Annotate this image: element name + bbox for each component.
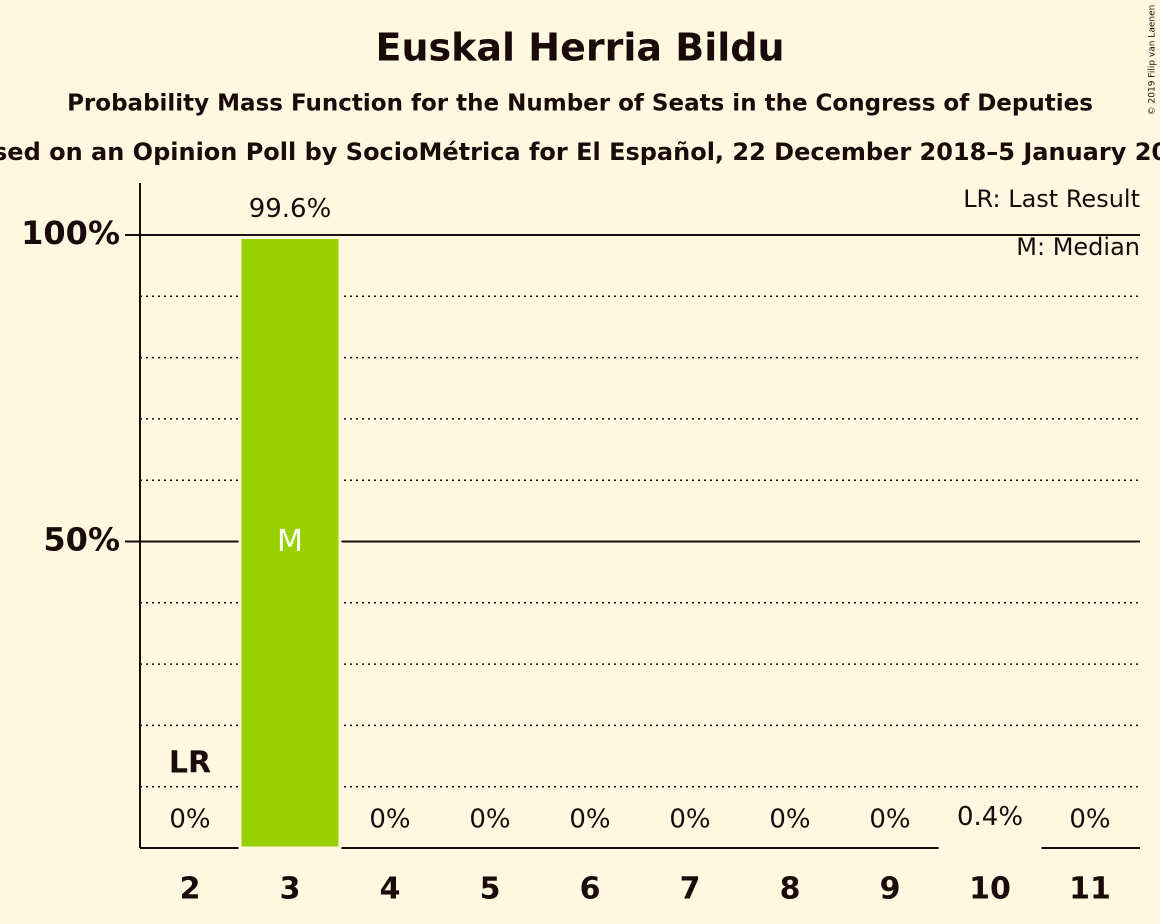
x-tick-label: 4 bbox=[380, 872, 401, 907]
value-label: 99.6% bbox=[249, 194, 332, 224]
value-label: 0% bbox=[469, 805, 510, 835]
value-label: 0% bbox=[769, 805, 810, 835]
value-label: 0% bbox=[169, 805, 210, 835]
x-tick-label: 6 bbox=[580, 872, 601, 907]
bar bbox=[938, 844, 1042, 850]
x-tick-label: 2 bbox=[180, 872, 201, 907]
chart-subtitle: Based on an Opinion Poll by SocioMétrica… bbox=[0, 138, 1160, 166]
copyright: © 2019 Filip van Laenen bbox=[1148, 5, 1158, 116]
x-tick-label: 5 bbox=[480, 872, 501, 907]
legend-entry: M: Median bbox=[1016, 233, 1140, 261]
value-label: 0% bbox=[869, 805, 910, 835]
chart-subtitle: Probability Mass Function for the Number… bbox=[67, 91, 1093, 117]
bar bbox=[238, 235, 342, 850]
x-tick-label: 3 bbox=[280, 872, 301, 907]
legend-entry: LR: Last Result bbox=[963, 185, 1140, 213]
marker-label: LR bbox=[169, 746, 211, 781]
x-tick-label: 11 bbox=[1069, 872, 1111, 907]
x-tick-label: 9 bbox=[880, 872, 901, 907]
x-tick-label: 8 bbox=[780, 872, 801, 907]
y-tick-label: 100% bbox=[21, 214, 120, 252]
value-label: 0% bbox=[669, 805, 710, 835]
value-label: 0% bbox=[569, 805, 610, 835]
x-tick-label: 10 bbox=[969, 872, 1011, 907]
y-tick-label: 50% bbox=[43, 521, 120, 559]
marker-label: M bbox=[277, 524, 303, 559]
value-label: 0% bbox=[1069, 805, 1110, 835]
x-tick-label: 7 bbox=[680, 872, 701, 907]
value-label: 0.4% bbox=[957, 802, 1023, 832]
chart-title: Euskal Herria Bildu bbox=[375, 26, 784, 70]
value-label: 0% bbox=[369, 805, 410, 835]
